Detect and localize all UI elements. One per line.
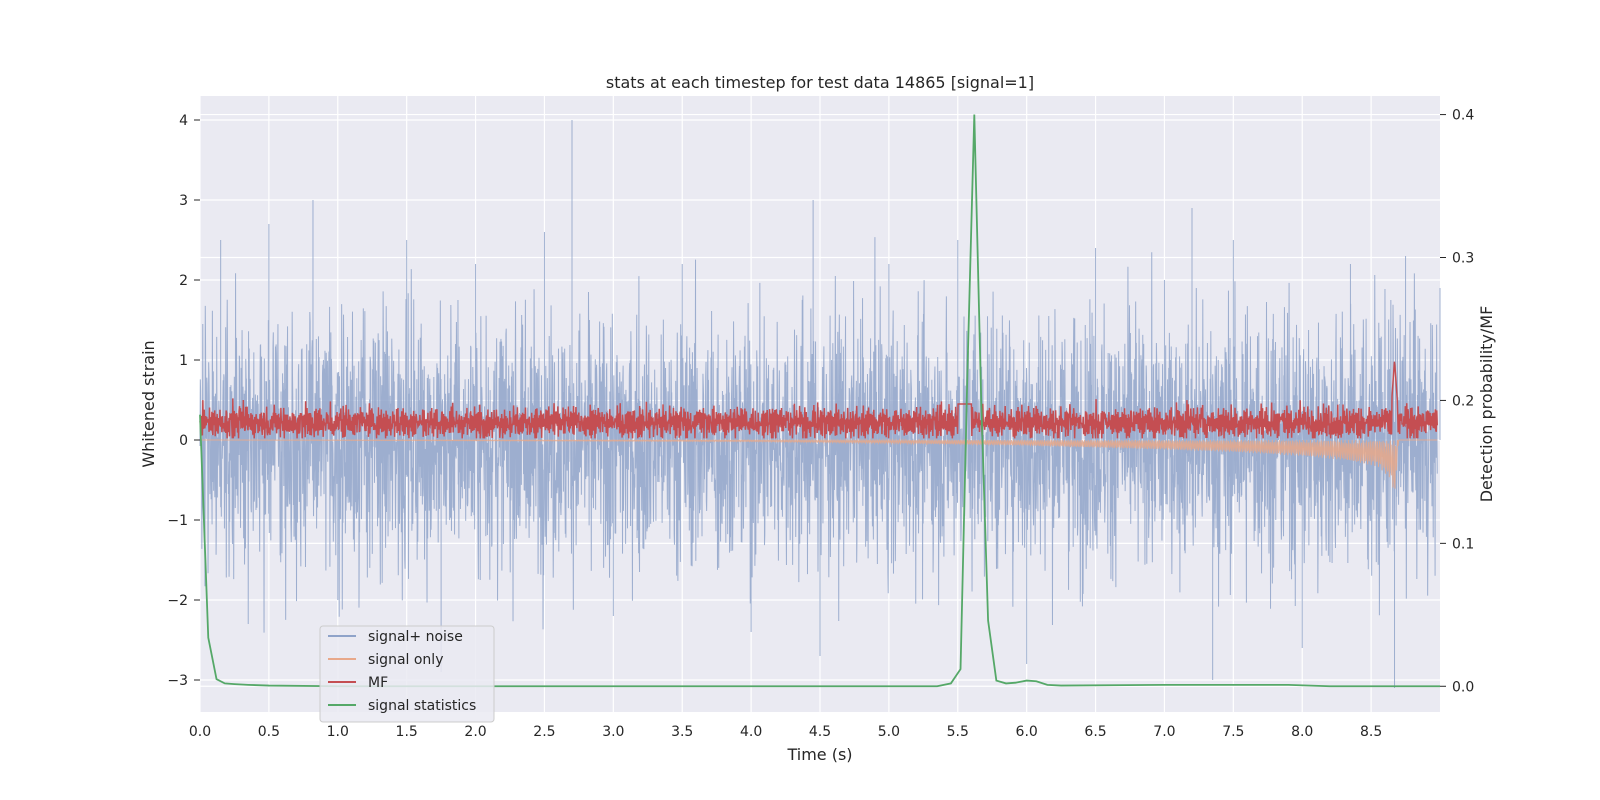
x-tick-label: 4.5 — [809, 724, 831, 740]
y-tick-label: −3 — [167, 673, 188, 689]
chart-title: stats at each timestep for test data 148… — [606, 73, 1034, 92]
x-axis: 0.0 0.5 1.0 1.5 2.0 2.5 3.0 3.5 4.0 4.5 5.0 5.5 6.0 6… — [189, 724, 1382, 740]
y-tick-label: 1 — [179, 353, 188, 369]
legend-box — [319, 625, 495, 723]
legend: signal+ noise signal only MF signal statist… — [319, 625, 495, 723]
x-tick-label: 1.0 — [327, 724, 349, 740]
y-tick-label: −1 — [167, 513, 188, 529]
y2-axis: 0.0 0.1 0.2 0.3 0.4 — [1440, 108, 1474, 695]
y2-tick-label: 0.3 — [1452, 251, 1474, 267]
y-axis-label: Whitened strain — [139, 340, 158, 467]
y2-axis-label: Detection probability/MF — [1477, 306, 1496, 503]
x-tick-label: 2.0 — [464, 724, 486, 740]
x-tick-label: 6.0 — [1016, 724, 1038, 740]
x-tick-label: 8.5 — [1360, 724, 1382, 740]
series-layer — [199, 114, 1441, 688]
x-tick-label: 7.0 — [1153, 724, 1175, 740]
y2-tick-label: 0.4 — [1452, 108, 1474, 124]
series-signal-only-line — [200, 438, 1438, 489]
y2-tick-label: 0.0 — [1452, 679, 1474, 695]
legend-label: signal only — [368, 652, 443, 668]
x-tick-label: 3.0 — [602, 724, 624, 740]
legend-label: signal statistics — [368, 698, 476, 714]
y-tick-label: 2 — [179, 273, 188, 289]
series-signal-noise-line — [199, 120, 1441, 688]
x-tick-label: 5.5 — [947, 724, 969, 740]
x-tick-label: 8.0 — [1291, 724, 1313, 740]
y-tick-label: 0 — [179, 433, 188, 449]
y-tick-label: 3 — [179, 193, 188, 209]
y2-tick-label: 0.1 — [1452, 536, 1474, 552]
y2-tick-label: 0.2 — [1452, 393, 1474, 409]
series-signal-statistics-line — [199, 114, 1440, 688]
legend-label: signal+ noise — [368, 629, 463, 645]
y-tick-label: −2 — [167, 593, 188, 609]
series-mf-line — [199, 361, 1438, 439]
x-tick-label: 5.0 — [878, 724, 900, 740]
x-tick-label: 7.5 — [1222, 724, 1244, 740]
legend-label: MF — [368, 675, 388, 691]
x-tick-label: 2.5 — [533, 724, 555, 740]
x-tick-label: 0.0 — [189, 724, 211, 740]
x-axis-label: Time (s) — [786, 745, 852, 764]
x-tick-label: 4.0 — [740, 724, 762, 740]
y-axis: −3 −2 −1 0 1 2 3 4 — [167, 113, 200, 689]
x-tick-label: 3.5 — [671, 724, 693, 740]
x-tick-label: 1.5 — [396, 724, 418, 740]
x-tick-label: 0.5 — [258, 724, 280, 740]
y-tick-label: 4 — [179, 113, 188, 129]
x-tick-label: 6.5 — [1084, 724, 1106, 740]
